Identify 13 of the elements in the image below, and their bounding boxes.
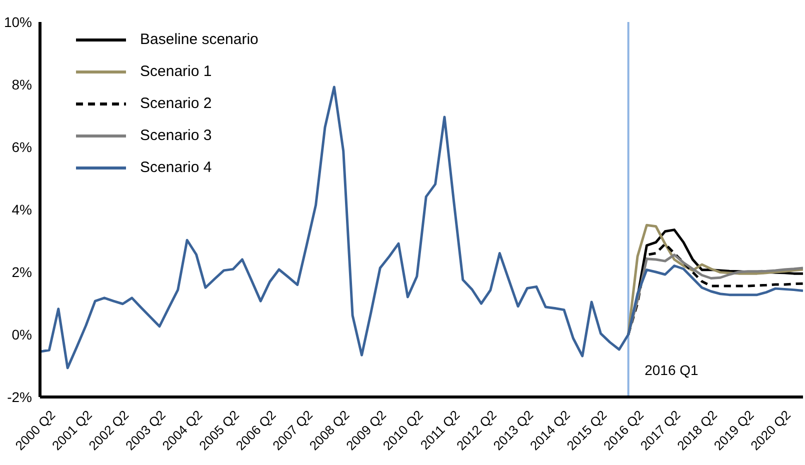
y-tick-label: 6% xyxy=(12,138,32,155)
legend-label: Baseline scenario xyxy=(140,30,258,50)
legend-label: Scenario 2 xyxy=(140,94,212,114)
y-tick-label: 0% xyxy=(12,326,32,342)
legend-label: Scenario 1 xyxy=(140,62,212,82)
legend-label: Scenario 3 xyxy=(140,126,212,146)
y-tick-label: 10% xyxy=(4,14,32,30)
y-tick-label: 8% xyxy=(12,76,32,92)
ref-line-label: 2016 Q1 xyxy=(644,362,699,378)
y-tick-label: 4% xyxy=(12,201,32,218)
legend-label: Scenario 4 xyxy=(140,158,212,178)
y-tick-label: 2% xyxy=(12,264,32,280)
y-tick-label: -2% xyxy=(7,388,32,405)
